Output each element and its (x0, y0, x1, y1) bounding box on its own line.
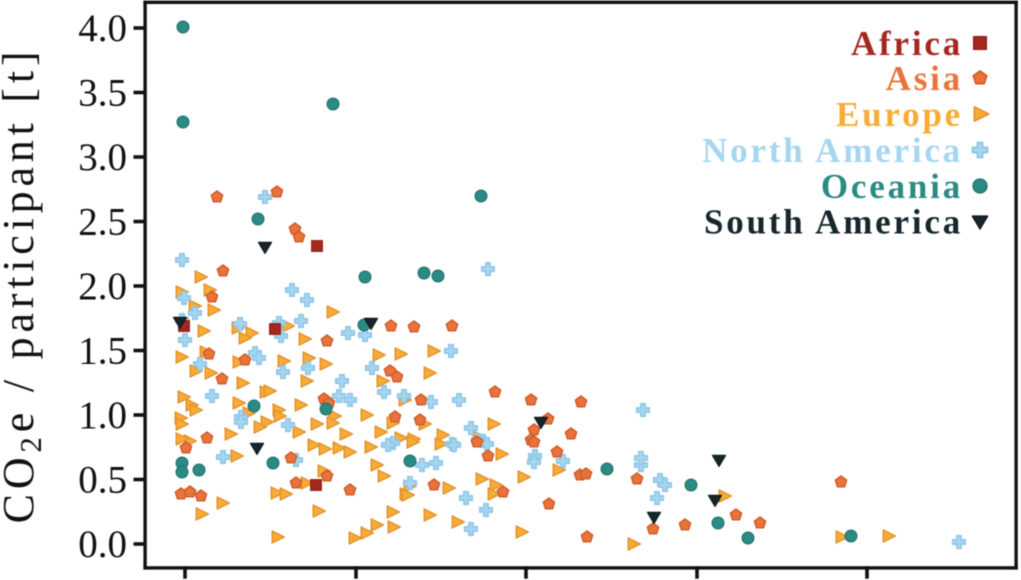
svg-text:3.5: 3.5 (78, 72, 127, 115)
svg-text:4.0: 4.0 (78, 7, 127, 50)
svg-text:North America: North America (702, 131, 963, 170)
svg-text:Oceania: Oceania (821, 167, 963, 206)
svg-text:2.5: 2.5 (78, 201, 127, 244)
svg-text:3.0: 3.0 (78, 136, 127, 179)
svg-text:1.0: 1.0 (78, 394, 127, 437)
svg-text:2.0: 2.0 (78, 265, 127, 308)
svg-text:0.0: 0.0 (78, 523, 127, 566)
svg-text:Europe: Europe (836, 95, 963, 134)
svg-text:Africa: Africa (851, 24, 963, 63)
svg-text:1.5: 1.5 (78, 330, 127, 373)
svg-text:Asia: Asia (886, 59, 963, 98)
svg-text:0.5: 0.5 (78, 459, 127, 502)
svg-text:South America: South America (704, 203, 963, 242)
